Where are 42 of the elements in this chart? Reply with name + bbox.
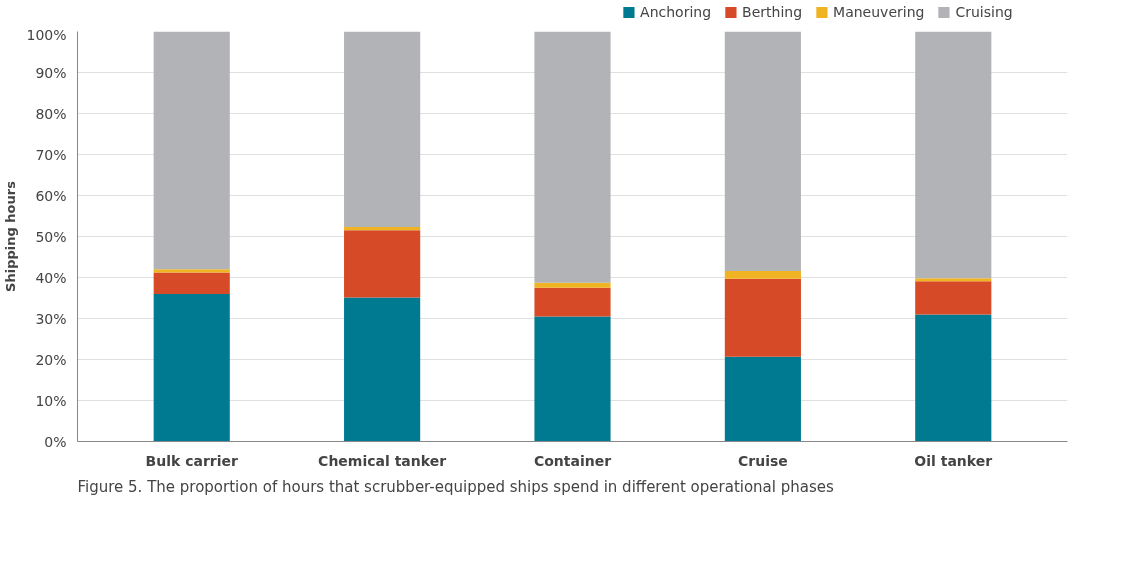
y-tick-label: 0% [44,433,67,450]
x-tick-label: Bulk carrier [145,452,239,469]
bar [153,269,230,273]
y-tick-label: 10% [35,392,67,409]
bar [344,230,421,298]
y-tick-label: 90% [35,64,67,81]
bar [724,356,801,442]
legend-label: Berthing [742,4,803,20]
bar [344,227,421,231]
bar [534,31,611,283]
bar [724,278,801,357]
y-axis-title: Shipping hours [3,180,19,292]
bar [724,31,801,271]
bar [153,272,230,294]
bar [915,31,992,279]
y-tick-label: 100% [26,26,67,43]
bar [153,293,230,442]
y-tick-label: 70% [35,146,67,163]
legend-label: Cruising [955,4,1013,20]
y-tick-label: 40% [35,269,67,286]
caption: Figure 5. The proportion of hours that scrubber-equipped ships spend in different operational phases [77,477,835,496]
x-tick-label: Cruise [738,452,788,469]
y-tick-label: 30% [35,310,67,327]
y-tick-label: 60% [35,187,67,204]
legend-label: Maneuvering [833,4,925,20]
y-tick-label: 50% [35,228,67,245]
bar [724,270,801,279]
bar [344,31,421,228]
bar [153,31,230,270]
x-tick-label: Chemical tanker [318,452,447,469]
bar [915,314,992,442]
bar [534,316,611,442]
bar [915,281,992,315]
legend-label: Anchoring [640,4,712,20]
x-tick-label: Container [533,452,612,469]
bar [534,282,611,288]
bar [534,287,611,317]
y-tick-label: 80% [35,105,67,122]
x-tick-label: Oil tanker [914,452,993,469]
bar [344,297,421,442]
y-tick-label: 20% [35,351,67,368]
bar [915,278,992,282]
